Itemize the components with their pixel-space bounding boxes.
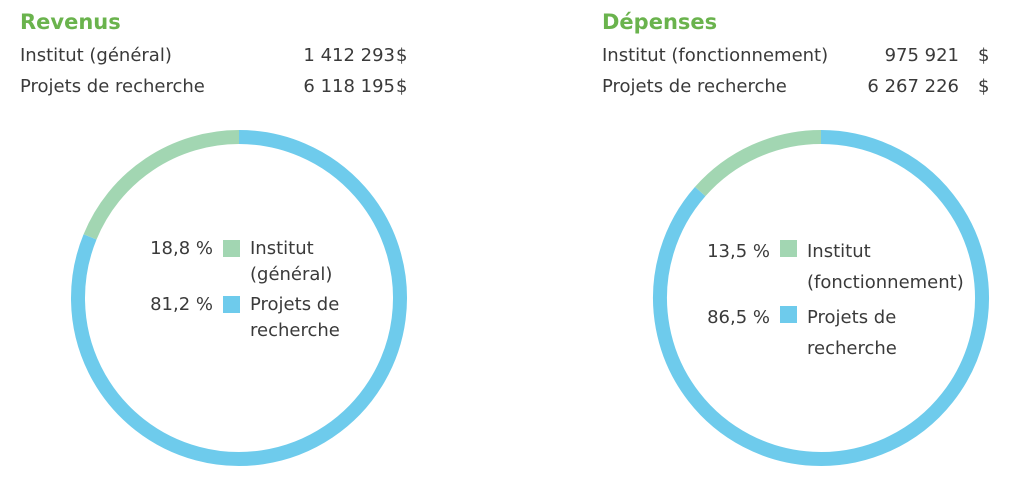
donut-segment bbox=[653, 130, 989, 466]
value-label: 81,2 % bbox=[150, 294, 213, 315]
donut bbox=[71, 130, 407, 466]
legend: 13,5 % Institut (fonctionnement) 86,5 % Pro… bbox=[682, 236, 987, 368]
currency: $ bbox=[978, 45, 990, 66]
row-label: Projets de recherche bbox=[20, 76, 205, 97]
amount: 1 412 293 bbox=[303, 45, 395, 66]
row-label: Institut (général) bbox=[20, 45, 172, 66]
legend-item: 86,5 % Projets de recherche bbox=[682, 302, 987, 364]
chart-title: Revenus bbox=[20, 10, 121, 34]
legend: 18,8 % Institut (général) 81,2 % Projets de… bbox=[125, 236, 355, 348]
legend-label: Projets de recherche bbox=[250, 294, 340, 341]
panel: Dépenses Institut (fonctionnement) 975 921… bbox=[602, 0, 1024, 489]
donut bbox=[653, 130, 989, 466]
amount: 6 267 226 bbox=[867, 76, 959, 97]
legend-label: Projets de recherche bbox=[807, 307, 897, 359]
chart-title: Dépenses bbox=[602, 10, 718, 34]
legend-swatch bbox=[780, 240, 797, 257]
value-label: 18,8 % bbox=[150, 238, 213, 259]
legend-swatch bbox=[223, 296, 240, 313]
currency: $ bbox=[396, 45, 408, 66]
donut-segment bbox=[83, 130, 240, 240]
value-label: 13,5 % bbox=[707, 241, 770, 262]
legend-item: 81,2 % Projets de recherche bbox=[125, 292, 355, 344]
row-label: Institut (fonctionnement) bbox=[602, 45, 829, 66]
currency: $ bbox=[396, 76, 408, 97]
donut-segment bbox=[694, 130, 822, 197]
legend-label: Institut (fonctionnement) bbox=[807, 241, 964, 293]
legend-swatch bbox=[223, 240, 240, 257]
currency: $ bbox=[978, 76, 990, 97]
amount: 975 921 bbox=[884, 45, 959, 66]
value-label: 86,5 % bbox=[707, 307, 770, 328]
legend-item: 18,8 % Institut (général) bbox=[125, 236, 355, 288]
legend-swatch bbox=[780, 306, 797, 323]
legend-item: 13,5 % Institut (fonctionnement) bbox=[682, 236, 987, 298]
panel: Revenus Institut (général) 1 412 293 $ Proje… bbox=[20, 0, 450, 489]
row-label: Projets de recherche bbox=[602, 76, 787, 97]
amount: 6 118 195 bbox=[303, 76, 395, 97]
donut-segment bbox=[71, 130, 407, 466]
legend-label: Institut (général) bbox=[250, 238, 333, 285]
